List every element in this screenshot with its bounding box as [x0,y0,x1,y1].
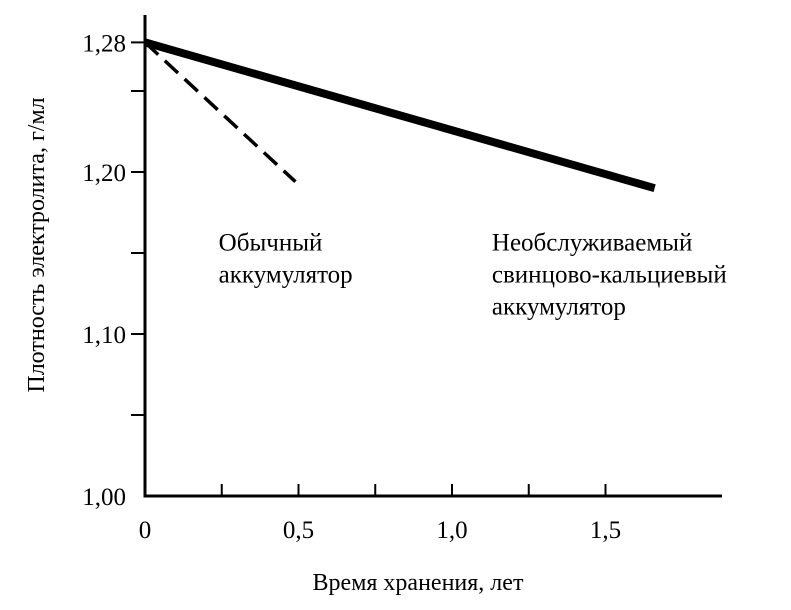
y-tick-label: 1,20 [82,160,126,187]
x-tick-label: 1,0 [436,517,467,544]
annotation-maintenance-free-line: свинцово-кальциевый [492,262,727,289]
series-group [143,38,656,193]
series-line-ordinary [143,41,297,184]
y-tick-label: 1,28 [82,30,126,57]
x-tick-label: 0 [139,517,152,544]
annotation-maintenance-free-line: аккумулятор [492,294,626,321]
y-tick-label: 1,10 [82,322,126,349]
x-tick-label: 1,5 [590,517,621,544]
y-tick-label: 1,00 [82,484,126,511]
series-line-maintenance-free [143,38,656,193]
annotation-ordinary-line: Обычный [219,230,323,257]
axes [143,15,722,498]
x-tick-label: 0,5 [283,517,314,544]
y-axis-label: Плотность электролита, г/мл [24,97,50,392]
x-axis-label: Время хранения, лет [313,570,524,596]
labels: 1,00 1,10 1,20 1,28 0 0,5 1,0 1,5 Время хранения… [24,30,727,596]
ticks [131,41,607,496]
annotation-maintenance-free-line: Необслуживаемый [492,230,692,257]
annotation-ordinary-line: аккумулятор [219,262,353,289]
